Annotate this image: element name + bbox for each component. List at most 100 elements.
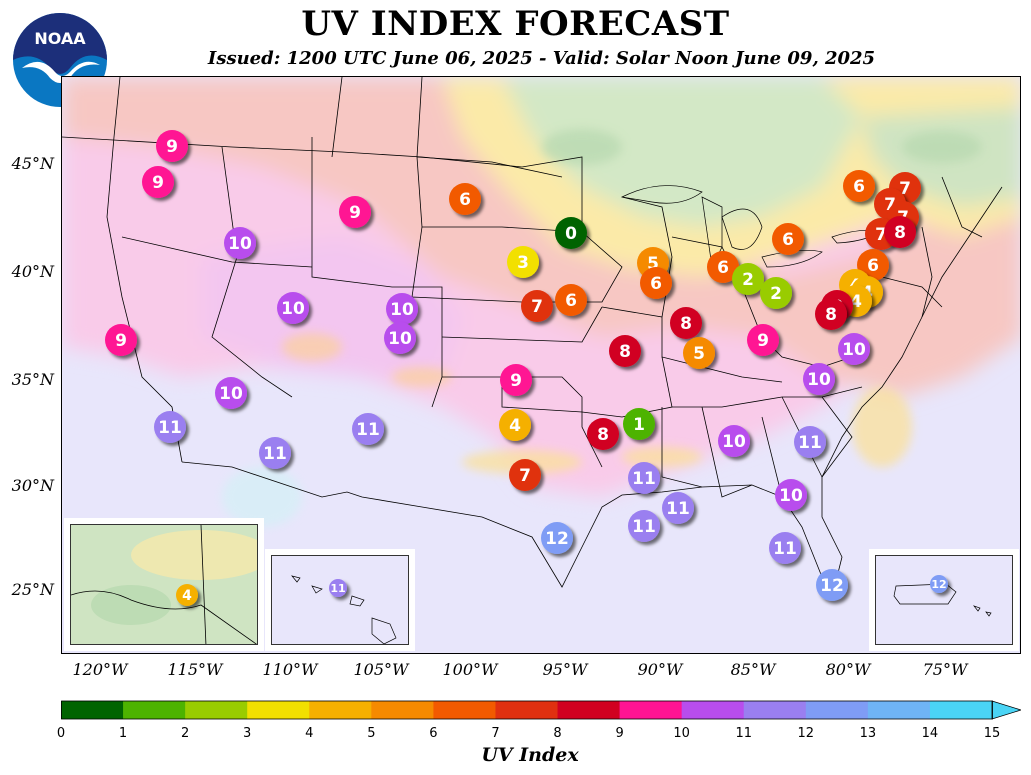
uv-station-circle — [259, 437, 291, 469]
uv-station-marker: 8 — [884, 216, 916, 248]
colorbar-tick: 4 — [305, 726, 314, 741]
uv-station-value: 12 — [545, 529, 569, 549]
uv-station-circle — [628, 510, 660, 542]
uv-station-circle — [156, 130, 188, 162]
latitude-label: 30°N — [11, 476, 54, 495]
uv-station-value: 11 — [798, 433, 822, 453]
longitude-label: 90°W — [637, 660, 683, 679]
uv-station-marker: 4 — [176, 584, 198, 606]
uv-station-circle — [339, 196, 371, 228]
colorbar-extend-arrow — [991, 700, 1021, 720]
uv-station-circle — [816, 569, 848, 601]
puerto-rico-inset: 12 — [869, 549, 1019, 651]
uv-station-marker: 10 — [224, 227, 256, 259]
uv-colorbar — [61, 700, 1021, 720]
puerto-rico-inset-map: 12 — [876, 556, 1012, 644]
uv-station-circle — [154, 411, 186, 443]
uv-station-circle — [769, 532, 801, 564]
uv-station-value: 7 — [884, 195, 896, 215]
uv-station-value: 7 — [899, 179, 911, 199]
uv-station-value: 6 — [459, 190, 471, 210]
colorbar-segment — [247, 701, 310, 719]
longitude-label: 105°W — [353, 660, 409, 679]
uv-station-marker: 10 — [838, 333, 870, 365]
uv-station-value: 12 — [931, 578, 946, 591]
colorbar-tick: 14 — [921, 726, 939, 741]
uv-station-value: 4 — [182, 588, 192, 604]
uv-station-value: 6 — [717, 258, 729, 278]
colorbar-segment — [309, 701, 372, 719]
uv-station-value: 4 — [509, 416, 521, 436]
uv-station-value: 3 — [517, 253, 529, 273]
map-title: UV INDEX FORECAST — [301, 4, 730, 44]
uv-station-value: 5 — [693, 344, 705, 364]
colorbar-tick: 15 — [983, 726, 1001, 741]
colorbar-tick: 13 — [859, 726, 877, 741]
uv-station-value: 9 — [349, 203, 361, 223]
uv-station-circle — [760, 277, 792, 309]
uv-station-marker: 12 — [541, 522, 573, 554]
colorbar-segment — [867, 701, 931, 719]
uv-station-marker: 10 — [384, 322, 416, 354]
uv-station-circle — [815, 298, 847, 330]
uv-station-value: 6 — [650, 274, 662, 294]
uv-station-value: 9 — [152, 173, 164, 193]
uv-station-value: 11 — [330, 582, 345, 595]
uv-station-value: 11 — [632, 517, 656, 537]
latitude-label: 45°N — [11, 154, 54, 173]
uv-station-marker: 2 — [732, 263, 764, 295]
uv-station-circle — [329, 579, 347, 597]
uv-station-circle — [499, 409, 531, 441]
uv-station-value: 11 — [158, 418, 182, 438]
uv-station-marker: 0 — [555, 217, 587, 249]
uv-station-circle — [803, 363, 835, 395]
uv-station-value: 9 — [757, 331, 769, 351]
uv-station-circle — [215, 377, 247, 409]
uv-station-value: 9 — [166, 137, 178, 157]
colorbar-tick: 10 — [673, 726, 690, 741]
uv-station-marker: 12 — [930, 575, 948, 593]
colorbar-segment — [557, 701, 621, 719]
uv-station-value: 10 — [281, 299, 305, 319]
uv-station-value: 4 — [850, 292, 862, 312]
uv-station-circle — [628, 462, 660, 494]
colorbar-tick: 8 — [553, 726, 562, 741]
colorbar-segment — [805, 701, 869, 719]
colorbar-segment — [371, 701, 434, 719]
uv-station-marker: 6 — [843, 170, 875, 202]
uv-station-circle — [521, 290, 553, 322]
uv-station-value: 9 — [510, 371, 522, 391]
uv-station-value: 11 — [632, 469, 656, 489]
uv-station-marker: 1 — [623, 408, 655, 440]
uv-station-marker: 10 — [775, 479, 807, 511]
uv-station-value: 8 — [894, 223, 906, 243]
uv-station-marker: 9 — [142, 166, 174, 198]
uv-station-marker: 11 — [352, 413, 384, 445]
uv-station-marker: 11 — [329, 579, 347, 597]
uv-station-circle — [541, 522, 573, 554]
uv-station-marker: 7 — [509, 459, 541, 491]
uv-station-marker: 12 — [816, 569, 848, 601]
longitude-label: 75°W — [922, 660, 968, 679]
uv-station-marker: 10 — [803, 363, 835, 395]
colorbar-label: UV Index — [481, 744, 579, 766]
colorbar-tick: 3 — [243, 726, 252, 741]
colorbar-tick: 2 — [180, 726, 190, 741]
uv-station-value: 2 — [742, 270, 754, 290]
uv-station-circle — [775, 479, 807, 511]
colorbar-tick: 0 — [56, 726, 66, 741]
longitude-label: 110°W — [262, 660, 318, 679]
uv-station-circle — [707, 251, 739, 283]
colorbar-segment — [495, 701, 559, 719]
uv-station-value: 11 — [263, 444, 287, 464]
uv-station-marker: 9 — [339, 196, 371, 228]
latitude-label: 25°N — [11, 580, 54, 599]
colorbar-segment — [681, 701, 745, 719]
uv-station-value: 8 — [597, 425, 609, 445]
uv-station-marker: 11 — [628, 510, 660, 542]
uv-station-value: 8 — [680, 314, 692, 334]
colorbar-segment — [743, 701, 807, 719]
uv-station-circle — [224, 227, 256, 259]
uv-station-circle — [670, 307, 702, 339]
uv-station-circle — [640, 267, 672, 299]
